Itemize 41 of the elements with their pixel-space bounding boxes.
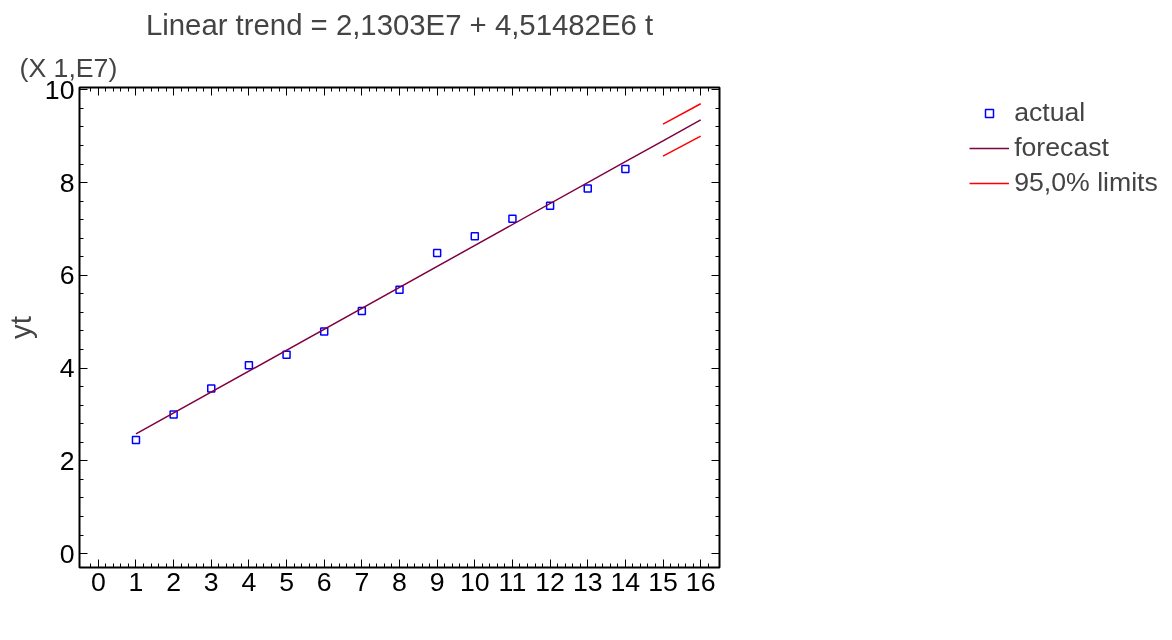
point: [545, 201, 555, 211]
legend-label: actual: [1014, 97, 1086, 128]
x-tick-label: 12: [535, 566, 565, 597]
point: [244, 361, 254, 370]
y-axis-title: yt: [3, 316, 37, 339]
x-tick-label: 2: [166, 566, 182, 597]
legend-label: 95,0% limits: [1014, 167, 1158, 198]
x-tick-label: 0: [90, 566, 106, 597]
point: [131, 435, 141, 445]
x-tick-label: 11: [498, 566, 527, 597]
point: [470, 232, 480, 241]
point: [583, 184, 592, 193]
point: [282, 350, 291, 359]
y-tick-label: 0: [59, 538, 75, 569]
y-tick-label: 8: [59, 167, 75, 198]
point: [207, 384, 216, 393]
x-tick-label: 1: [128, 566, 144, 597]
legend-label: forecast: [1014, 132, 1109, 163]
x-tick-label: 16: [685, 566, 716, 597]
x-tick-label: 3: [203, 566, 219, 597]
y-tick-label: 6: [59, 260, 75, 291]
x-tick-label: 13: [572, 566, 603, 597]
x-tick-label: 7: [354, 566, 370, 597]
y-tick-label: 2: [59, 445, 75, 476]
point: [395, 285, 404, 294]
point: [357, 306, 367, 316]
point: [508, 214, 517, 223]
x-tick-label: 4: [241, 566, 257, 597]
x-tick-label: 15: [648, 566, 678, 597]
x-tick-label: 10: [459, 566, 490, 597]
x-tick-label: 14: [610, 566, 641, 597]
x-tick-label: 9: [429, 566, 445, 597]
x-tick-label: 6: [316, 566, 332, 597]
point: [621, 164, 630, 174]
y-tick-label: 4: [59, 353, 75, 384]
point: [432, 248, 442, 258]
x-tick-label: 5: [279, 566, 294, 597]
chart-title: Linear trend = 2,1303E7 + 4,51482E6 t: [145, 7, 654, 41]
x-tick-label: 8: [392, 566, 407, 597]
point: [319, 327, 329, 336]
point: [169, 410, 178, 419]
